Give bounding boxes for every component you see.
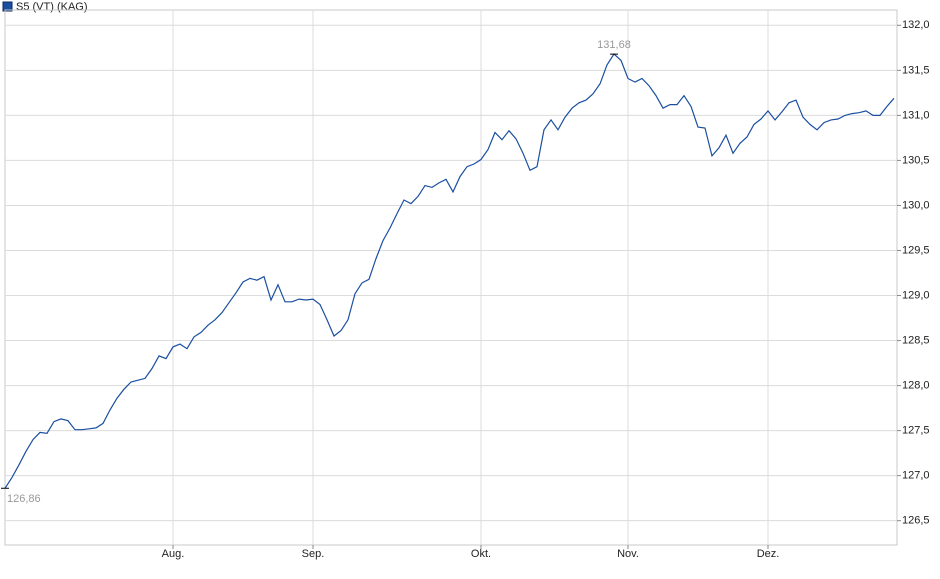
y-tick-label: 130,0: [902, 199, 930, 211]
x-tick-label: Okt.: [471, 548, 491, 560]
y-tick-label: 132,0: [902, 19, 930, 31]
y-tick-label: 127,0: [902, 470, 930, 482]
y-tick-label: 131,5: [902, 64, 930, 76]
y-tick-label: 129,0: [902, 289, 930, 301]
plot-frame: [4, 9, 898, 546]
legend-swatch: [2, 1, 13, 12]
y-tick-label: 131,0: [902, 109, 930, 121]
x-tick-label: Dez.: [757, 548, 780, 560]
annotation-label: 126,86: [7, 493, 41, 505]
x-tick-label: Sep.: [302, 548, 325, 560]
legend-label: S5 (VT) (KAG): [16, 1, 88, 13]
annotation-label: 131,68: [597, 39, 631, 51]
series-line: [4, 53, 895, 489]
y-tick-label: 128,0: [902, 379, 930, 391]
x-tick-label: Aug.: [162, 548, 185, 560]
y-tick-label: 130,5: [902, 154, 930, 166]
y-tick-label: 127,5: [902, 425, 930, 437]
y-tick-label: 126,5: [902, 515, 930, 527]
x-tick-label: Nov.: [617, 548, 639, 560]
y-tick-label: 128,5: [902, 334, 930, 346]
y-tick-label: 129,5: [902, 244, 930, 256]
